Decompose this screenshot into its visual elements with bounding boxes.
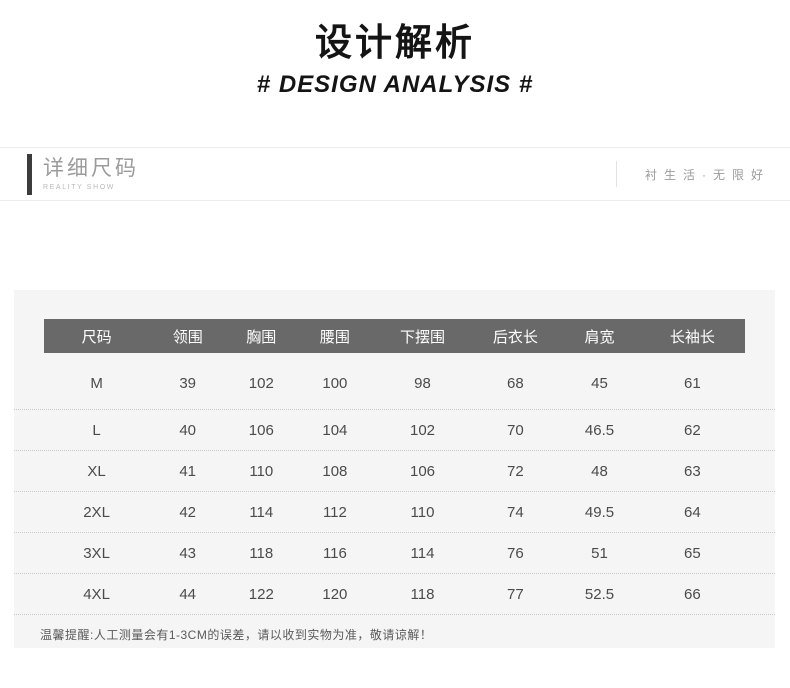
measurement-cell: 112 (322, 503, 347, 521)
measurement-cell: 110 (249, 462, 274, 480)
page-title: 设计解析 (315, 22, 475, 63)
measurement-cell: 61 (684, 374, 701, 392)
measurement-cell: 62 (684, 421, 701, 439)
measurement-cell: 76 (507, 544, 524, 562)
measurement-cell: 68 (507, 374, 524, 392)
section-accent-bar (27, 153, 32, 195)
table-row: M 39 102 100 98 68 45 61 (14, 353, 775, 410)
measurement-cell: 45 (591, 374, 608, 392)
measurement-cell: 108 (322, 462, 348, 480)
table-row: 3XL 43 118 116 114 76 51 65 (14, 533, 775, 574)
measurement-cell: 72 (507, 462, 524, 480)
column-header: 腰围 (319, 328, 350, 346)
measurement-cell: 70 (507, 421, 524, 439)
table-row: 4XL 44 122 120 118 77 52.5 66 (14, 574, 775, 615)
measurement-cell: 77 (507, 585, 524, 603)
size-table-body: M 39 102 100 98 68 45 61 L 40 106 104 102 70 46.5 62 XL 4… (14, 353, 775, 615)
page-subtitle: # DESIGN ANALYSIS # (256, 70, 534, 98)
size-label-cell: 3XL (83, 544, 110, 562)
measurement-cell: 74 (507, 503, 524, 521)
size-label-cell: 2XL (83, 503, 110, 521)
measurement-cell: 106 (410, 462, 436, 480)
size-label-cell: L (92, 421, 101, 439)
table-header-row: 尺码 领围 胸围 腰围 下摆围 后衣长 肩宽 长袖长 (44, 319, 745, 353)
measurement-cell: 116 (322, 544, 347, 562)
measurement-cell: 110 (410, 503, 435, 521)
measurement-cell: 52.5 (584, 585, 615, 603)
size-chart-panel: 尺码 领围 胸围 腰围 下摆围 后衣长 肩宽 长袖长 M 39 102 100 98 68 45 61 L 40… (14, 290, 775, 648)
column-header: 胸围 (246, 328, 277, 346)
measurement-cell: 46.5 (584, 421, 615, 439)
measurement-cell: 51 (591, 544, 608, 562)
size-label-cell: M (90, 374, 103, 392)
column-header: 领围 (172, 328, 203, 346)
size-label-cell: 4XL (83, 585, 110, 603)
vertical-divider (616, 161, 617, 187)
table-row: L 40 106 104 102 70 46.5 62 (14, 410, 775, 451)
column-header: 肩宽 (584, 328, 615, 346)
page-header: 设计解析 # DESIGN ANALYSIS # (0, 0, 790, 99)
size-label-cell: XL (87, 462, 106, 480)
table-row: 2XL 42 114 112 110 74 49.5 64 (14, 492, 775, 533)
measurement-cell: 66 (684, 585, 701, 603)
measurement-cell: 106 (248, 421, 274, 439)
measurement-cell: 104 (322, 421, 348, 439)
measurement-note: 温馨提醒:人工测量会有1-3CM的误差，请以收到实物为准，敬请谅解！ (40, 628, 433, 642)
brand-tagline: 衬生活·无限好 (645, 167, 770, 182)
measurement-cell: 49.5 (584, 503, 615, 521)
measurement-cell: 43 (179, 544, 197, 562)
measurement-cell: 102 (248, 374, 274, 392)
measurement-cell: 118 (410, 585, 435, 603)
measurement-cell: 120 (322, 585, 348, 603)
measurement-cell: 100 (322, 374, 348, 392)
measurement-cell: 118 (249, 544, 274, 562)
column-header: 下摆围 (400, 328, 446, 346)
measurement-cell: 48 (591, 462, 608, 480)
section-subtitle: REALITY SHOW (43, 183, 115, 191)
section-title: 详细尺码 (43, 156, 139, 180)
measurement-cell: 41 (179, 462, 197, 480)
column-header: 后衣长 (492, 328, 538, 346)
measurement-cell: 122 (248, 585, 274, 603)
measurement-cell: 39 (179, 374, 197, 392)
measurement-cell: 114 (249, 503, 274, 521)
column-header: 尺码 (81, 328, 112, 346)
table-row: XL 41 110 108 106 72 48 63 (14, 451, 775, 492)
column-header: 长袖长 (669, 328, 715, 346)
measurement-cell: 98 (414, 374, 431, 392)
measurement-cell: 63 (684, 462, 701, 480)
section-titles: 详细尺码 REALITY SHOW (43, 158, 139, 191)
section-header-bar: 详细尺码 REALITY SHOW 衬生活·无限好 (0, 147, 790, 201)
section-right-group: 衬生活·无限好 (616, 161, 770, 187)
measurement-cell: 114 (410, 544, 435, 562)
measurement-cell: 40 (179, 421, 197, 439)
measurement-cell: 44 (179, 585, 197, 603)
measurement-cell: 42 (179, 503, 197, 521)
measurement-cell: 102 (410, 421, 436, 439)
measurement-cell: 65 (684, 544, 701, 562)
measurement-cell: 64 (684, 503, 701, 521)
